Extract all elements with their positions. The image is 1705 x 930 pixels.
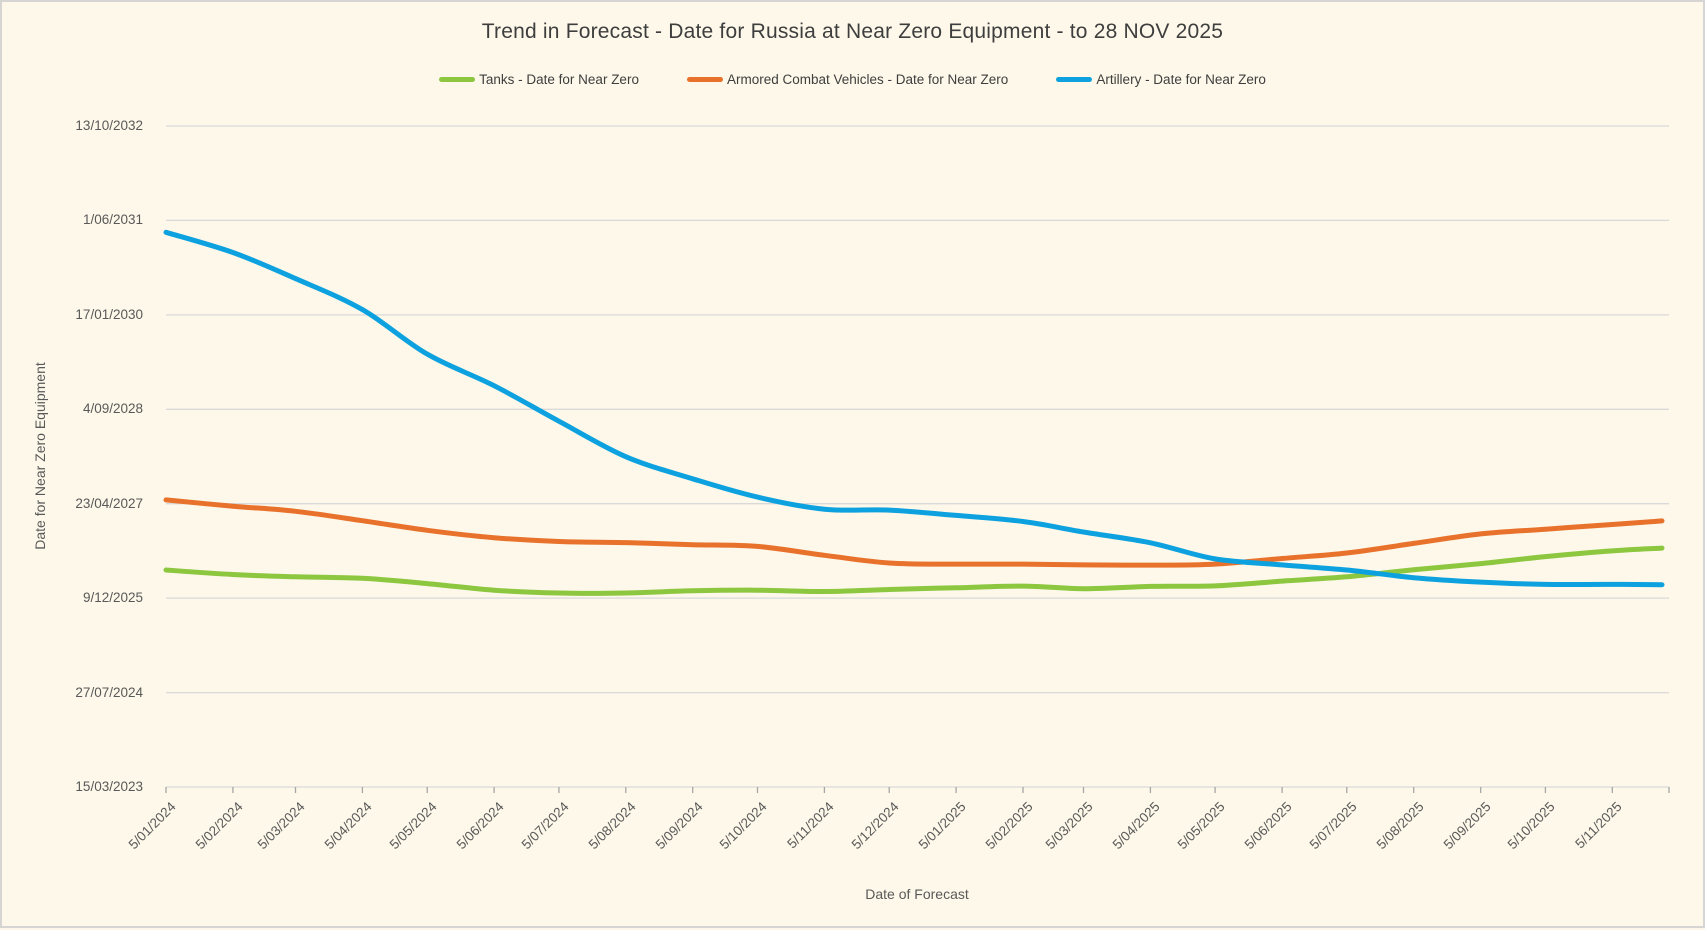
y-tick-label: 1/06/2031 [82, 212, 143, 228]
chart-title: Trend in Forecast - Date for Russia at N… [481, 20, 1224, 43]
y-tick-label: 27/07/2024 [75, 684, 143, 700]
tanks-line-swatch [439, 77, 476, 82]
y-tick-label: 15/03/2023 [75, 779, 143, 794]
armored-combat-vehicles-line-swatch [686, 77, 723, 82]
legend-label-tanks: Tanks - Date for Near Zero [479, 72, 639, 87]
legend: Tanks - Date for Near Zero Armored Comba… [2, 72, 1703, 87]
y-tick-label: 23/04/2027 [75, 495, 143, 511]
series-line-armored [163, 497, 1665, 568]
y-tick-label: 17/01/2030 [75, 306, 143, 322]
x-axis-title: Date of Forecast [865, 886, 969, 902]
y-tick-label: 4/09/2028 [82, 401, 143, 417]
legend-label-artillery: Artillery - Date for Near Zero [1096, 72, 1266, 87]
legend-item-artillery: Artillery - Date for Near Zero [1056, 72, 1266, 87]
y-tick-label: 13/10/2032 [75, 118, 143, 133]
series-line-artillery [163, 229, 1665, 588]
artillery-line-swatch [1056, 77, 1093, 82]
legend-item-tanks: Tanks - Date for Near Zero [439, 72, 639, 87]
legend-label-armored-combat-vehicles: Armored Combat Vehicles - Date for Near … [726, 72, 1009, 87]
series-line-tanks [163, 545, 1665, 596]
legend-item-armored-combat-vehicles: Armored Combat Vehicles - Date for Near … [686, 72, 1009, 87]
y-tick-label: 9/12/2025 [82, 590, 143, 606]
